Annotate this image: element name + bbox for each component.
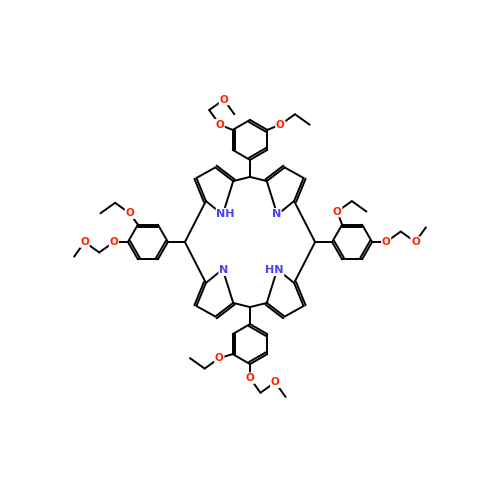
Text: NH: NH (216, 208, 235, 218)
Text: O: O (126, 208, 134, 218)
Text: N: N (272, 208, 281, 218)
Text: O: O (110, 237, 118, 247)
Text: O: O (382, 237, 390, 247)
Text: O: O (220, 94, 228, 104)
Text: O: O (216, 120, 224, 130)
Text: O: O (215, 353, 224, 363)
Text: O: O (80, 237, 89, 247)
Text: N: N (219, 266, 228, 276)
Text: O: O (270, 378, 280, 388)
Text: O: O (411, 237, 420, 247)
Text: O: O (333, 206, 342, 216)
Text: O: O (276, 120, 284, 130)
Text: O: O (246, 373, 254, 383)
Text: HN: HN (265, 266, 283, 276)
